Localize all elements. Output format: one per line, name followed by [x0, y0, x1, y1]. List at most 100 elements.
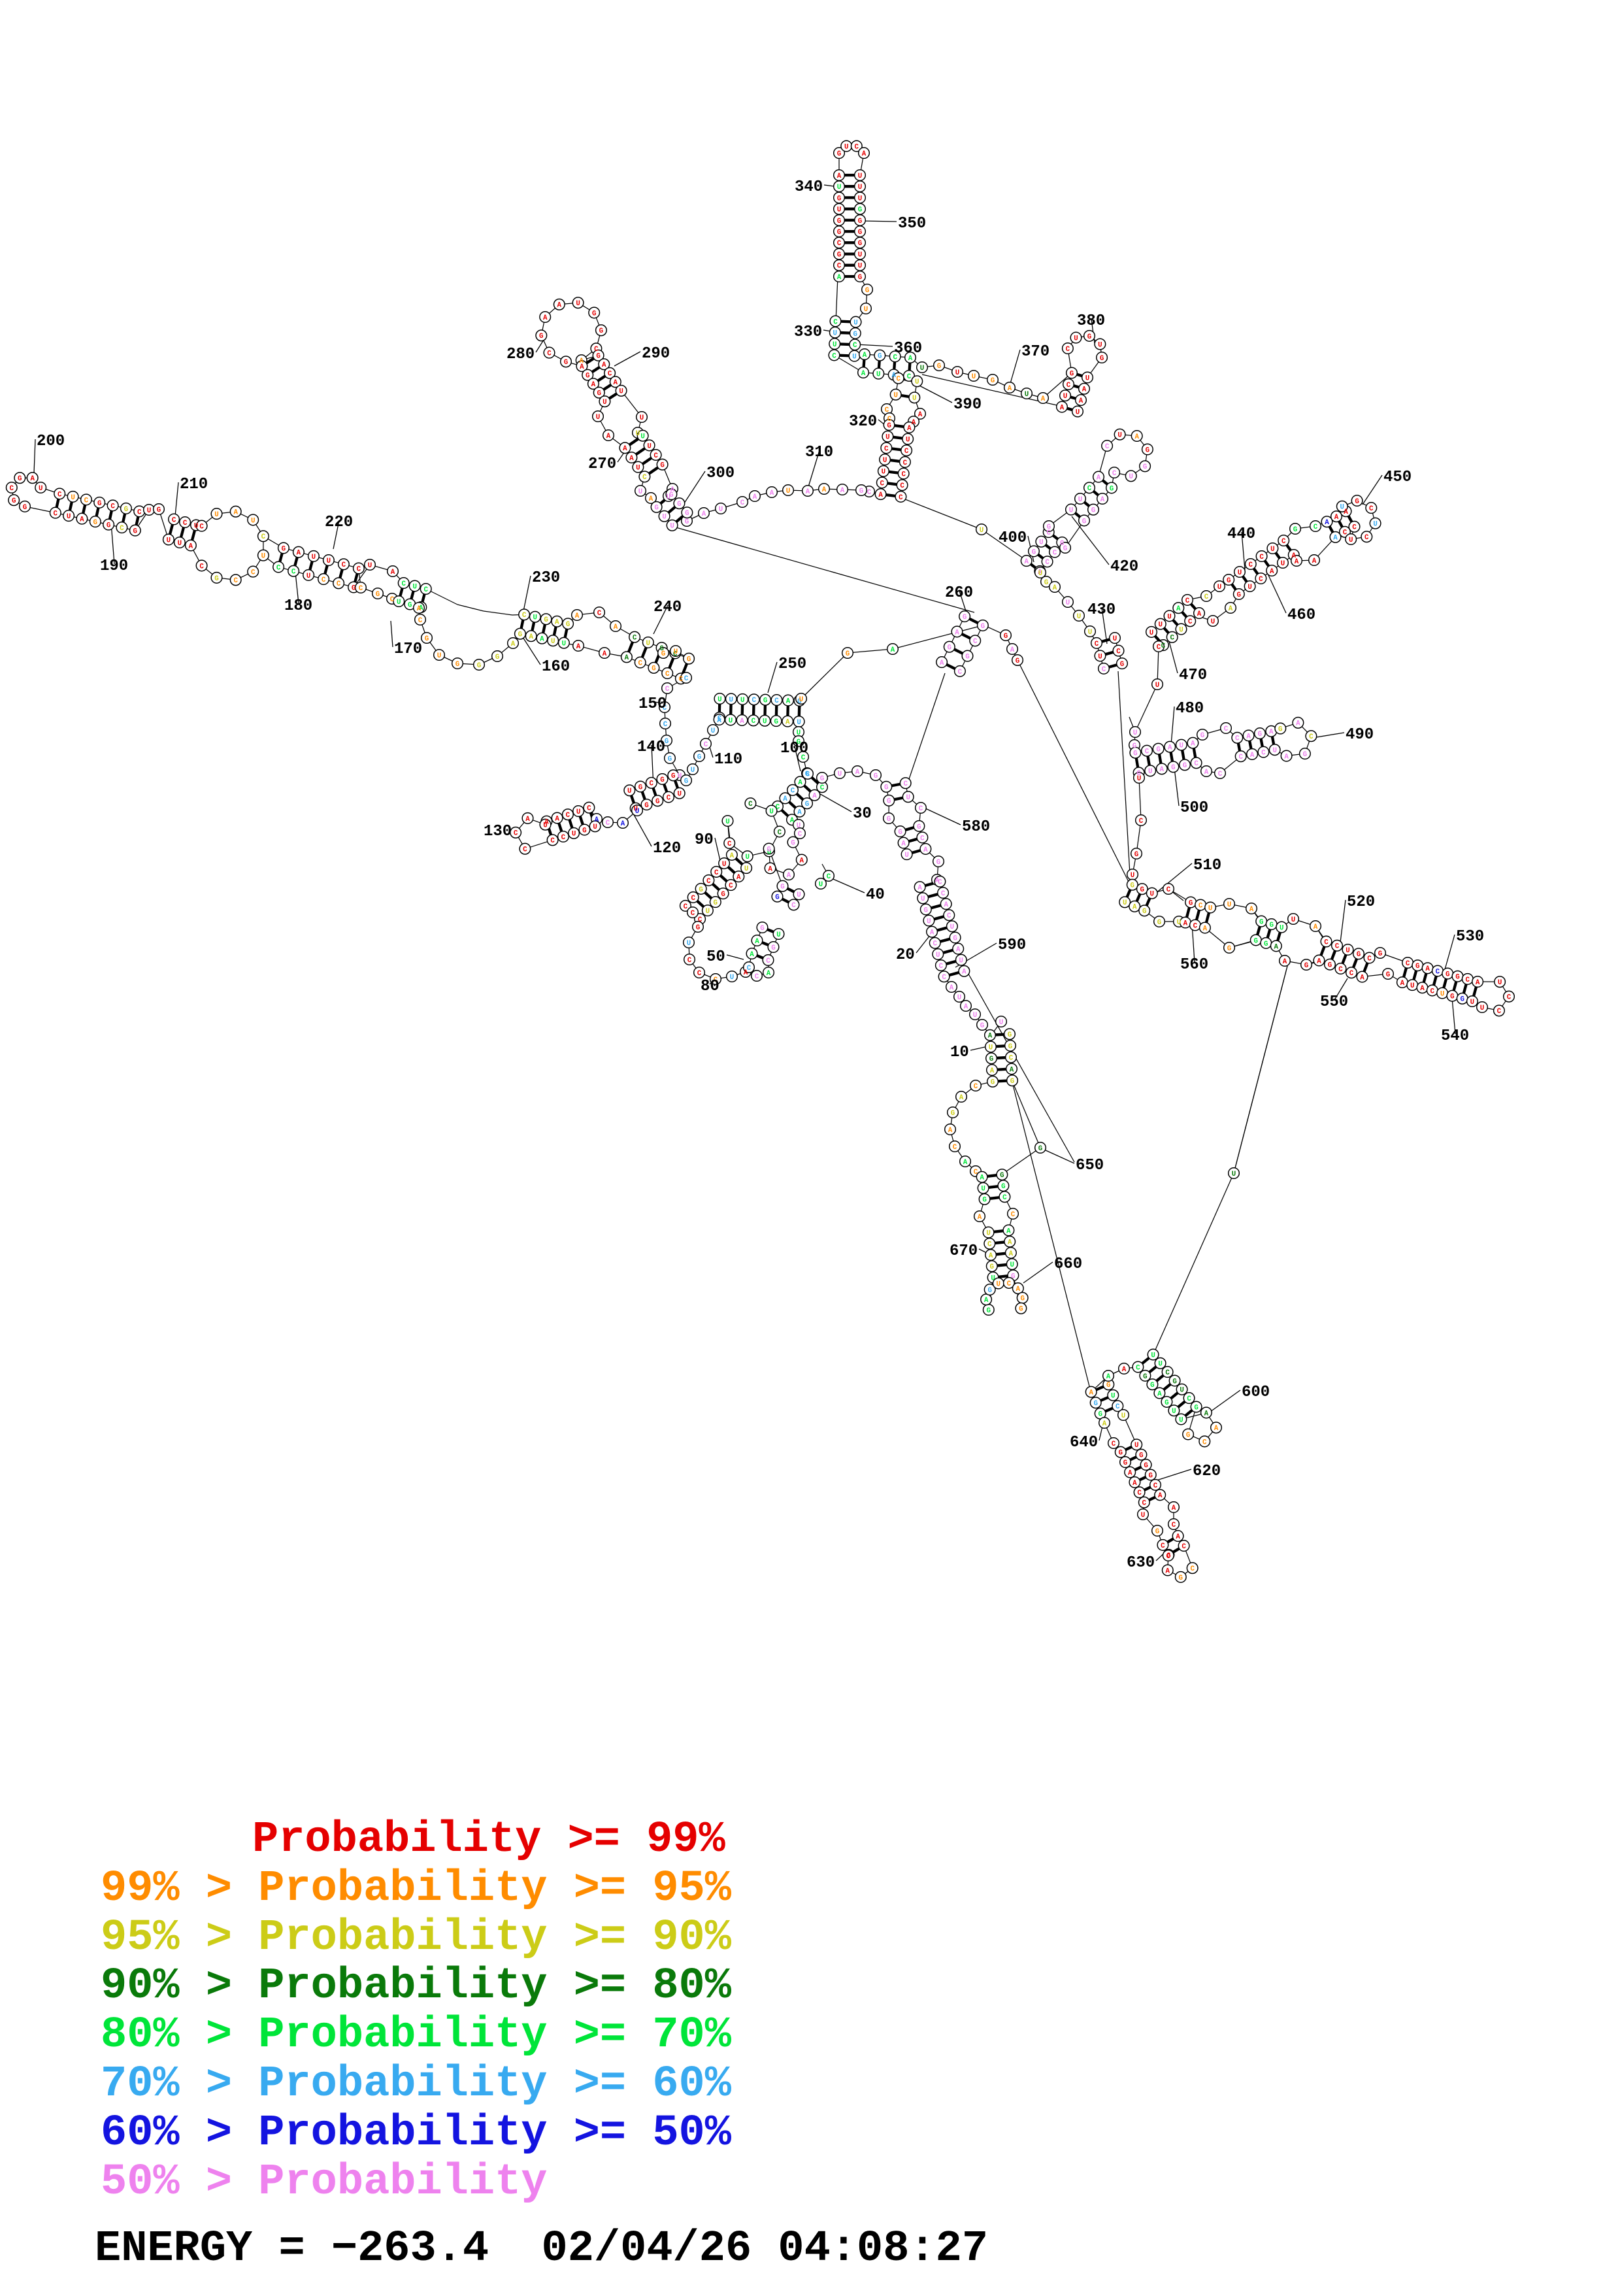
svg-text:630: 630: [1127, 1554, 1155, 1572]
svg-text:C: C: [837, 263, 842, 271]
svg-text:G: G: [1186, 1431, 1190, 1439]
svg-text:330: 330: [794, 324, 822, 341]
svg-text:G: G: [774, 718, 778, 726]
svg-text:A: A: [1425, 965, 1430, 973]
svg-text:U: U: [1179, 627, 1183, 635]
svg-text:A: A: [978, 1214, 982, 1222]
svg-text:C: C: [973, 638, 978, 646]
svg-text:U: U: [844, 143, 848, 151]
svg-text:U: U: [1179, 1416, 1183, 1424]
svg-text:C: C: [953, 1144, 957, 1152]
svg-text:G: G: [780, 884, 784, 891]
svg-text:U: U: [691, 767, 695, 774]
svg-text:A: A: [1420, 985, 1425, 993]
svg-text:U: U: [957, 994, 961, 1002]
svg-text:G: G: [1357, 951, 1361, 959]
svg-text:C: C: [798, 831, 802, 839]
svg-text:G: G: [1460, 996, 1464, 1004]
svg-text:C: C: [183, 520, 188, 527]
svg-text:C: C: [820, 784, 825, 792]
svg-text:C: C: [698, 916, 703, 924]
svg-text:C: C: [1194, 760, 1198, 768]
svg-text:480: 480: [1176, 700, 1204, 718]
svg-text:U: U: [763, 718, 767, 726]
svg-text:C: C: [958, 669, 963, 676]
svg-text:A: A: [1360, 974, 1364, 982]
svg-text:G: G: [965, 654, 969, 661]
svg-text:200: 200: [37, 433, 65, 450]
svg-text:G: G: [107, 522, 110, 530]
svg-text:U: U: [1159, 622, 1163, 629]
svg-text:U: U: [837, 207, 841, 214]
svg-text:A: A: [1041, 395, 1046, 403]
svg-text:340: 340: [795, 178, 823, 196]
svg-text:A: A: [1166, 1567, 1170, 1575]
svg-text:110: 110: [714, 751, 742, 769]
svg-text:A: A: [1168, 744, 1172, 752]
svg-text:U: U: [312, 554, 316, 561]
svg-text:A: A: [1246, 733, 1251, 740]
svg-text:A: A: [917, 884, 922, 892]
svg-text:C: C: [423, 586, 428, 594]
svg-text:G: G: [685, 518, 689, 526]
svg-text:U: U: [1074, 335, 1078, 343]
svg-text:A: A: [1344, 508, 1348, 516]
svg-text:U: U: [1123, 899, 1127, 907]
svg-text:U: U: [722, 861, 726, 869]
svg-text:C: C: [1045, 559, 1050, 567]
svg-text:A: A: [621, 820, 625, 828]
svg-text:C: C: [684, 675, 689, 683]
svg-text:G: G: [1139, 1452, 1143, 1460]
svg-text:U: U: [921, 895, 925, 903]
svg-text:U: U: [729, 696, 733, 704]
svg-text:C: C: [855, 143, 859, 151]
svg-text:C: C: [251, 569, 256, 577]
svg-text:A: A: [576, 643, 581, 651]
svg-text:C: C: [1364, 534, 1369, 542]
svg-text:C: C: [608, 371, 612, 378]
svg-text:G: G: [858, 229, 862, 237]
svg-text:C: C: [827, 873, 831, 881]
svg-text:A: A: [806, 488, 810, 496]
svg-text:C: C: [1116, 648, 1121, 656]
svg-text:C: C: [1116, 1403, 1120, 1411]
svg-text:G: G: [1143, 463, 1147, 471]
svg-text:G: G: [936, 859, 940, 867]
svg-text:G: G: [1146, 446, 1149, 454]
svg-text:G: G: [1132, 742, 1136, 750]
svg-text:C: C: [1430, 988, 1435, 995]
svg-text:370: 370: [1021, 343, 1050, 361]
svg-text:G: G: [455, 661, 459, 669]
svg-text:G: G: [1155, 1528, 1159, 1536]
svg-text:G: G: [654, 505, 658, 512]
svg-text:U: U: [1077, 613, 1081, 621]
svg-text:C: C: [942, 974, 946, 982]
svg-text:C: C: [1166, 886, 1171, 894]
svg-text:C: C: [1367, 955, 1372, 963]
svg-text:G: G: [1131, 882, 1134, 890]
svg-text:C: C: [691, 910, 695, 918]
svg-text:U: U: [833, 330, 837, 338]
svg-text:A: A: [989, 1252, 993, 1260]
svg-text:U: U: [1470, 999, 1474, 1007]
svg-text:C: C: [752, 697, 756, 705]
svg-text:G: G: [1150, 1382, 1154, 1389]
svg-text:U: U: [619, 388, 623, 396]
svg-text:A: A: [863, 352, 867, 359]
svg-text:C: C: [1324, 939, 1329, 946]
svg-text:U: U: [1025, 391, 1029, 399]
svg-text:430: 430: [1087, 601, 1116, 619]
svg-text:A: A: [1128, 1469, 1132, 1477]
svg-text:A: A: [1097, 474, 1101, 482]
svg-text:A: A: [923, 846, 928, 854]
svg-text:U: U: [67, 513, 71, 521]
svg-text:G: G: [124, 506, 128, 514]
svg-text:A: A: [557, 302, 562, 310]
svg-text:A: A: [1334, 514, 1339, 522]
svg-text:A: A: [901, 840, 906, 848]
svg-text:G: G: [987, 1287, 991, 1295]
svg-text:A: A: [1132, 1480, 1137, 1488]
svg-text:U: U: [167, 537, 171, 544]
svg-text:C: C: [885, 407, 889, 414]
svg-text:U: U: [251, 517, 255, 525]
